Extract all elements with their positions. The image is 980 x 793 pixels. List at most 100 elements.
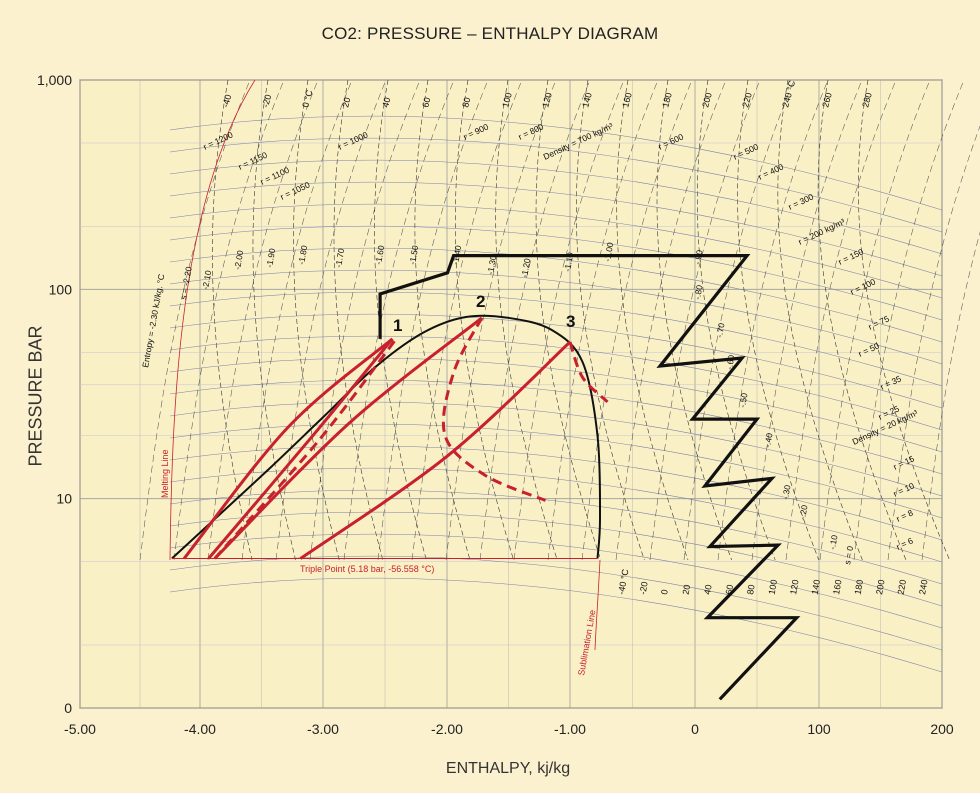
isotherm-16 [858,79,950,561]
entropy-label-22: -.10 [827,534,839,550]
entropy-label-23: s = 0 [842,545,855,565]
isentrope-6 [343,79,455,561]
isotherm-bottom-label-14: 240 [917,579,929,596]
chart-title: CO2: PRESSURE – ENTHALPY DIAGRAM [321,24,659,43]
isochore-13 [169,401,943,497]
isotherm-label-4: 40 [380,96,392,108]
x-tick-1: -4.00 [184,721,216,737]
entropy-label-17: -.60 [724,354,736,370]
isentrope-10 [479,79,591,561]
isotherm-bottom-label-9: 140 [810,579,822,596]
entropy-label-6: -1.70 [333,247,346,268]
isotherm-5 [414,79,471,561]
isotherm-label-8: 120 [540,91,554,108]
isochore-16 [169,467,943,563]
saturation-dome-curve [171,314,602,560]
process-line-1 [182,337,394,560]
isotherm-9 [576,79,645,561]
entropy-label-3: -2.00 [232,249,245,270]
isochore-12 [169,379,943,475]
x-tick-6: 100 [807,721,831,737]
y-tick-2: 10 [56,491,72,507]
triple-point-label: Triple Point (5.18 bar, -56.558 °C) [300,564,434,574]
isotherm-label-2: 0 °C [300,88,314,108]
isotherm-10 [616,79,689,561]
entropy-label-5: -1.80 [296,244,309,265]
y-tick-0: 1,000 [37,72,72,88]
isochore-19 [169,533,943,629]
isochore-20 [169,555,943,651]
isochore-10 [169,335,943,431]
process-line-2 [213,316,483,560]
isotherm-label-0: -40 [220,93,233,108]
isotherm-label-3: 20 [340,96,352,108]
isentrope-17 [717,79,829,561]
isentrope-2 [207,79,319,561]
isentrope-20 [819,79,931,561]
cycle-polyline [378,254,801,701]
isentrope-13 [581,79,693,561]
isotherm-bottom-label-8: 120 [788,579,800,596]
isotherm-label-11: 180 [660,91,674,108]
entropy-label-20: -.30 [780,484,792,500]
isotherm-label-9: 140 [580,91,594,108]
isentrope-16 [683,79,795,561]
isotherm-label-5: 60 [420,96,432,108]
isotherm-11 [656,79,732,561]
isotherm-bottom-label-11: 180 [853,579,865,596]
entropy-label-13: -1.00 [602,241,615,262]
isentrope-8 [411,79,523,561]
isentrope-18 [751,79,863,561]
entropy-label-2: -2.10 [200,269,213,290]
isochore-1 [169,137,943,233]
cycle-path [378,254,801,701]
isotherm-12 [697,79,776,561]
melting-line [169,79,256,561]
isotherm-label-6: 80 [460,96,472,108]
isentrope-22 [887,125,980,561]
isotherm-bottom-label-0: -40 °C [616,568,630,595]
entropy-label-14: -.90 [692,249,704,265]
isentrope-0 [139,79,251,561]
axes: -5.00 -4.00 -3.00 -2.00 -1.00 0 100 2001,000100… [37,72,954,737]
isotherm-label-15: 260 [820,91,834,108]
isochore-4 [169,203,943,299]
isochore-5 [169,225,943,321]
entropy-label-10: -1.30 [485,254,498,275]
isentrope-11 [513,79,625,561]
y-tick-3: 0 [64,700,72,716]
isochore-21 [169,577,943,673]
plot-area [79,79,943,709]
isotherm-label-7: 100 [500,91,514,108]
isotherm-15 [817,79,907,561]
isentrope-12 [547,79,659,561]
isotherm-13 [737,79,820,561]
isentrope-1 [173,79,285,561]
isochore-15 [169,445,943,541]
process-lines [182,316,609,560]
melting-line-label: Melting Line [160,449,170,498]
x-tick-0: -5.00 [64,721,96,737]
isotherm-bottom-label-5: 60 [724,584,736,596]
entropy-label-21: -.20 [797,504,809,520]
isotherm-14 [777,79,863,561]
isentrope-19 [785,79,897,561]
x-tick-4: -1.00 [554,721,586,737]
isotherm-bottom-label-6: 80 [745,584,757,596]
x-tick-7: 200 [930,721,954,737]
x-tick-2: -3.00 [307,721,339,737]
isotherm-bottom-label-12: 200 [874,579,886,596]
isochore-18 [169,511,943,607]
isotherm-label-13: 220 [740,91,754,108]
saturation-dome [171,314,602,560]
isotherm-bottom-label-3: 20 [681,584,693,596]
isochore-3 [169,181,943,277]
isentrope-21 [853,79,965,561]
isotherm-bottom-label-1: -20 [638,581,650,596]
x-tick-3: -2.00 [431,721,463,737]
x-axis-label: ENTHALPY, kj/kg [445,760,571,777]
isotherm-bottom-label-13: 220 [896,579,908,596]
entropy-label-18: -.50 [737,392,749,408]
entropy-label-8: -1.50 [407,244,420,265]
